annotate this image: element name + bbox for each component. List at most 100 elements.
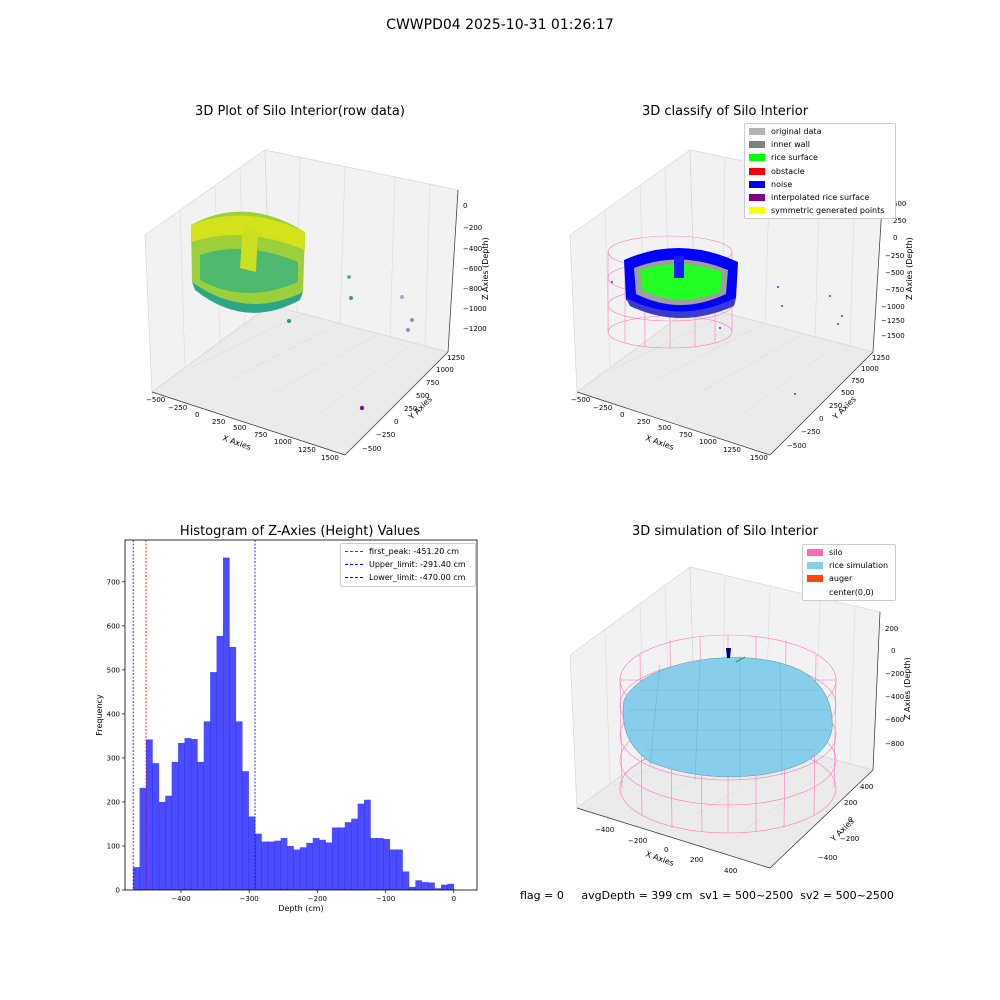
x-tick-label: −200 bbox=[308, 895, 327, 903]
legend-label: Upper_limit: -291.40 cm bbox=[369, 560, 466, 570]
figure-title: CWWPD04 2025-10-31 01:26:17 bbox=[386, 17, 614, 33]
swatch-icon bbox=[807, 562, 823, 570]
histogram-bar bbox=[210, 672, 217, 890]
legend-item-original-data: original data bbox=[745, 125, 895, 138]
sv1-text: sv1 = 500~2500 bbox=[699, 889, 794, 902]
y-tick-label: 400 bbox=[107, 710, 120, 718]
x-tick-label: −400 bbox=[171, 895, 190, 903]
histogram-bar bbox=[428, 882, 435, 890]
legend-label: noise bbox=[771, 179, 793, 189]
hist-ylabel: Frequency bbox=[95, 694, 104, 736]
legend-label: inner wall bbox=[771, 140, 811, 150]
histogram-bar bbox=[197, 761, 205, 890]
swatch-icon bbox=[749, 128, 765, 136]
y-tick-label: 100 bbox=[107, 842, 120, 850]
histogram-bar bbox=[299, 847, 307, 890]
histogram-bar bbox=[408, 886, 416, 890]
histogram-bar bbox=[447, 883, 455, 890]
y-tick-label: 600 bbox=[107, 622, 120, 630]
histogram-bar bbox=[396, 849, 403, 890]
histogram-bar bbox=[351, 818, 358, 890]
histogram-bar bbox=[370, 838, 378, 890]
histogram-bar bbox=[338, 827, 346, 890]
legend-label: rice surface bbox=[771, 153, 818, 163]
histogram-bar bbox=[274, 840, 281, 890]
legend-item-inner-wall: inner wall bbox=[745, 138, 895, 151]
histogram-bar bbox=[421, 882, 429, 890]
y-tick-label: 200 bbox=[107, 798, 120, 806]
x-tick-label: −300 bbox=[240, 895, 259, 903]
legend-item-obstacle: obstacle bbox=[745, 165, 895, 178]
panel2-title: 3D classify of Silo Interior bbox=[641, 104, 809, 119]
histogram-bar bbox=[415, 880, 423, 890]
panel1-title: 3D Plot of Silo Interior(row data) bbox=[195, 104, 405, 119]
legend-item-center: center(0,0) bbox=[803, 586, 895, 599]
plot-frame bbox=[124, 539, 478, 891]
x-tick-label: 0 bbox=[452, 895, 456, 903]
legend-item-lower-limit: Lower_limit: -470.00 cm bbox=[341, 571, 475, 584]
histogram-bar bbox=[184, 738, 192, 890]
histogram-bar bbox=[364, 799, 371, 890]
histogram-bar bbox=[344, 822, 352, 890]
histogram-bar bbox=[312, 838, 320, 890]
legend-label: center(0,0) bbox=[829, 587, 874, 597]
hist-xlabel: Depth (cm) bbox=[278, 904, 323, 913]
histogram-bar bbox=[255, 833, 262, 890]
histogram-bar bbox=[402, 871, 410, 890]
histogram-bar bbox=[133, 867, 140, 890]
histogram-bar bbox=[171, 761, 179, 890]
histogram-bar bbox=[229, 646, 237, 890]
status-footer: flag = 0 avgDepth = 399 cm sv1 = 500~250… bbox=[520, 889, 894, 902]
panel4-legend: silo rice simulation auger center(0,0) bbox=[802, 544, 896, 601]
histogram-bar bbox=[146, 739, 153, 890]
y-tick-label: 0 bbox=[116, 887, 120, 895]
histogram-bar bbox=[440, 884, 448, 890]
histogram-bar bbox=[325, 842, 333, 890]
swatch-icon bbox=[807, 549, 823, 557]
legend-item-rice-surface: rice surface bbox=[745, 151, 895, 164]
histogram-bar bbox=[306, 842, 314, 890]
y-tick-label: 500 bbox=[107, 666, 120, 674]
histogram-bar bbox=[139, 787, 147, 890]
swatch-icon bbox=[807, 588, 823, 596]
histogram-bar bbox=[287, 845, 294, 890]
legend-label: obstacle bbox=[771, 166, 805, 176]
line-icon bbox=[345, 551, 363, 553]
histogram-bar bbox=[357, 803, 365, 890]
legend-item-symmetric: symmetric generated points bbox=[745, 204, 895, 217]
swatch-icon bbox=[749, 154, 765, 162]
histogram-bar bbox=[216, 635, 224, 890]
line-icon bbox=[345, 564, 363, 566]
line-icon bbox=[345, 577, 363, 579]
histogram-bar bbox=[389, 849, 397, 890]
legend-item-interpolated: interpolated rice surface bbox=[745, 191, 895, 204]
histogram-bar bbox=[319, 839, 326, 890]
histogram-bar bbox=[280, 838, 288, 890]
legend-label: original data bbox=[771, 127, 822, 137]
legend-item-rice-simulation: rice simulation bbox=[803, 559, 895, 572]
histogram-bar bbox=[434, 888, 442, 890]
swatch-icon bbox=[749, 167, 765, 175]
legend-label: interpolated rice surface bbox=[771, 193, 870, 203]
x-tick-label: −100 bbox=[376, 895, 395, 903]
histogram-bar bbox=[267, 841, 275, 890]
swatch-icon bbox=[749, 180, 765, 188]
histogram-bar bbox=[152, 763, 160, 890]
avg-depth-text: avgDepth = 399 cm bbox=[581, 889, 693, 902]
sv2-text: sv2 = 500~2500 bbox=[800, 889, 894, 902]
flag-text: flag = 0 bbox=[520, 889, 564, 902]
legend-label: symmetric generated points bbox=[771, 206, 885, 216]
panel3-title: Histogram of Z-Axies (Height) Values bbox=[179, 524, 421, 539]
histogram-bar bbox=[376, 838, 384, 890]
histogram-bar bbox=[178, 742, 185, 890]
swatch-icon bbox=[749, 141, 765, 149]
histogram-bar bbox=[331, 827, 339, 890]
legend-label: first_peak: -451.20 cm bbox=[369, 547, 460, 557]
histogram-bar bbox=[158, 801, 166, 890]
histogram-bar bbox=[190, 738, 198, 890]
legend-item-auger: auger bbox=[803, 572, 895, 585]
histogram-bar bbox=[261, 841, 269, 890]
swatch-icon bbox=[749, 207, 765, 215]
y-tick-label: 300 bbox=[107, 754, 120, 762]
legend-label: Lower_limit: -470.00 cm bbox=[369, 573, 466, 583]
